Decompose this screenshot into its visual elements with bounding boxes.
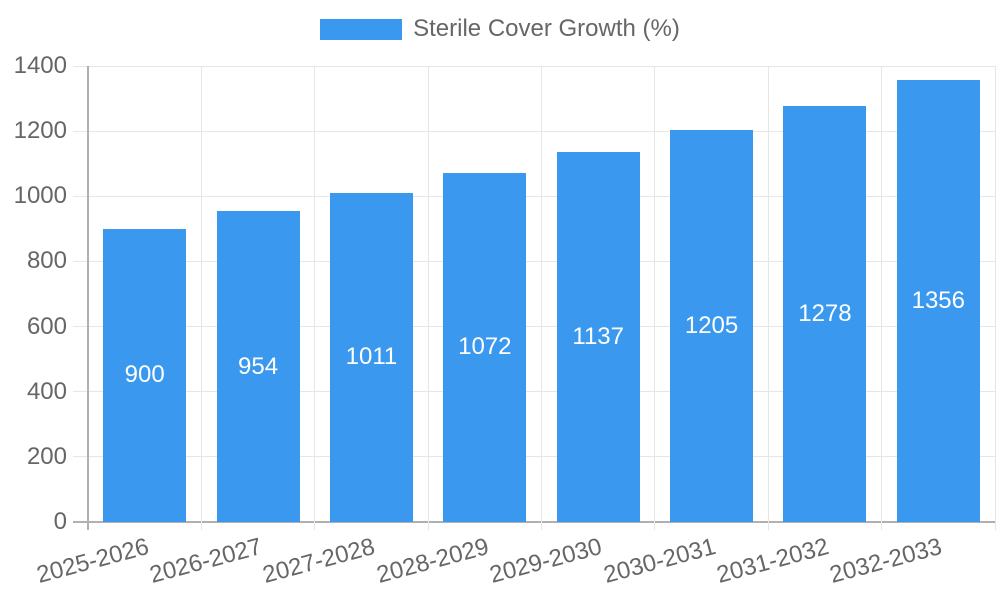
legend-item[interactable]: Sterile Cover Growth (%) <box>320 15 680 43</box>
gridline-vertical <box>767 66 769 530</box>
gridline-horizontal <box>73 521 995 523</box>
bar[interactable] <box>329 192 413 522</box>
y-axis-tick-label: 0 <box>53 508 67 535</box>
gridline-horizontal <box>73 391 995 393</box>
bar[interactable] <box>103 228 187 522</box>
gridline-horizontal <box>73 456 995 458</box>
y-axis-tick-label: 1200 <box>13 117 67 145</box>
gridline-vertical <box>994 66 996 530</box>
y-axis-tick-label: 600 <box>26 312 67 340</box>
bar-value-label: 1205 <box>684 311 739 339</box>
bar-value-label: 1072 <box>458 333 512 361</box>
gridline-horizontal <box>73 260 995 262</box>
x-axis-tick-label: 2028-2029 <box>373 533 492 589</box>
chart-legend: Sterile Cover Growth (%) <box>0 15 1000 43</box>
bar-value-label: 1278 <box>798 299 852 327</box>
y-axis-tick-label: 200 <box>26 442 67 470</box>
y-axis-line <box>87 66 89 530</box>
bar-value-label: 954 <box>238 352 279 380</box>
gridline-horizontal <box>73 65 995 67</box>
bar[interactable] <box>556 151 640 522</box>
x-axis-tick-label: 2032-2033 <box>827 533 946 589</box>
bar[interactable] <box>670 129 754 522</box>
x-axis-tick-label: 2029-2030 <box>487 533 605 589</box>
x-axis-tick-label: 2031-2032 <box>713 533 832 589</box>
gridline-vertical <box>881 66 883 530</box>
gridline-vertical <box>200 66 202 530</box>
y-axis-tick-label: 800 <box>26 247 67 275</box>
bar-value-label: 900 <box>124 361 165 389</box>
bar[interactable] <box>216 211 300 522</box>
x-axis-tick-label: 2025-2026 <box>33 533 152 589</box>
bar-value-label: 1356 <box>911 287 965 315</box>
y-axis-tick-label: 1000 <box>13 182 67 210</box>
gridline-vertical <box>427 66 429 530</box>
x-axis-tick-label: 2027-2028 <box>260 533 379 589</box>
gridline-horizontal <box>73 326 995 328</box>
bar-value-label: 1137 <box>572 322 624 350</box>
x-axis-tick-label: 2026-2027 <box>146 533 265 589</box>
y-axis-tick-label: 400 <box>26 377 67 405</box>
legend-swatch <box>320 18 403 40</box>
x-axis-tick-label: 2030-2031 <box>600 533 719 589</box>
bar[interactable] <box>443 172 527 522</box>
gridline-vertical <box>654 66 656 530</box>
y-axis-tick-label: 1400 <box>13 52 67 79</box>
bar[interactable] <box>783 105 867 522</box>
bar[interactable] <box>896 80 980 522</box>
bar-value-label: 1011 <box>345 343 398 371</box>
legend-label: Sterile Cover Growth (%) <box>413 15 680 42</box>
gridline-vertical <box>541 66 542 530</box>
gridline-vertical <box>314 66 316 530</box>
gridline-horizontal <box>73 195 995 197</box>
gridline-horizontal <box>73 130 995 132</box>
